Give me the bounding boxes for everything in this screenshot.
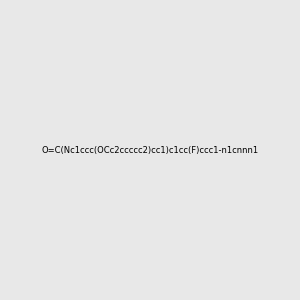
Text: O=C(Nc1ccc(OCc2ccccc2)cc1)c1cc(F)ccc1-n1cnnn1: O=C(Nc1ccc(OCc2ccccc2)cc1)c1cc(F)ccc1-n1… xyxy=(41,146,259,154)
